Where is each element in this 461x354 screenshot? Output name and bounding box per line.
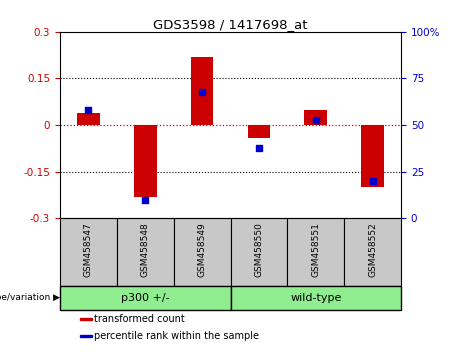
Point	[255, 145, 263, 150]
Bar	[361, 125, 384, 187]
Text: GSM458551: GSM458551	[311, 222, 320, 276]
Bar	[80, 318, 92, 320]
Bar	[248, 125, 270, 138]
Bar	[77, 113, 100, 125]
Point	[142, 197, 149, 202]
Bar	[287, 218, 344, 286]
Bar	[80, 335, 92, 337]
Text: genotype/variation ▶: genotype/variation ▶	[0, 293, 60, 302]
Bar	[304, 110, 327, 125]
Point	[198, 89, 206, 95]
Bar	[191, 57, 213, 125]
Text: GSM458547: GSM458547	[84, 222, 93, 276]
Text: p300 +/-: p300 +/-	[121, 293, 170, 303]
Bar	[60, 286, 230, 310]
Bar	[174, 218, 230, 286]
Bar	[60, 218, 117, 286]
Text: percentile rank within the sample: percentile rank within the sample	[94, 331, 259, 341]
Text: GSM458549: GSM458549	[198, 222, 207, 276]
Title: GDS3598 / 1417698_at: GDS3598 / 1417698_at	[153, 18, 308, 31]
Point	[312, 117, 319, 122]
Text: wild-type: wild-type	[290, 293, 342, 303]
Bar	[134, 125, 157, 196]
Bar	[230, 218, 287, 286]
Point	[369, 178, 376, 184]
Bar	[344, 218, 401, 286]
Text: GSM458548: GSM458548	[141, 222, 150, 276]
Text: transformed count: transformed count	[94, 314, 184, 324]
Bar	[230, 286, 401, 310]
Bar	[117, 218, 174, 286]
Point	[85, 107, 92, 113]
Text: GSM458550: GSM458550	[254, 222, 263, 276]
Text: GSM458552: GSM458552	[368, 222, 377, 276]
